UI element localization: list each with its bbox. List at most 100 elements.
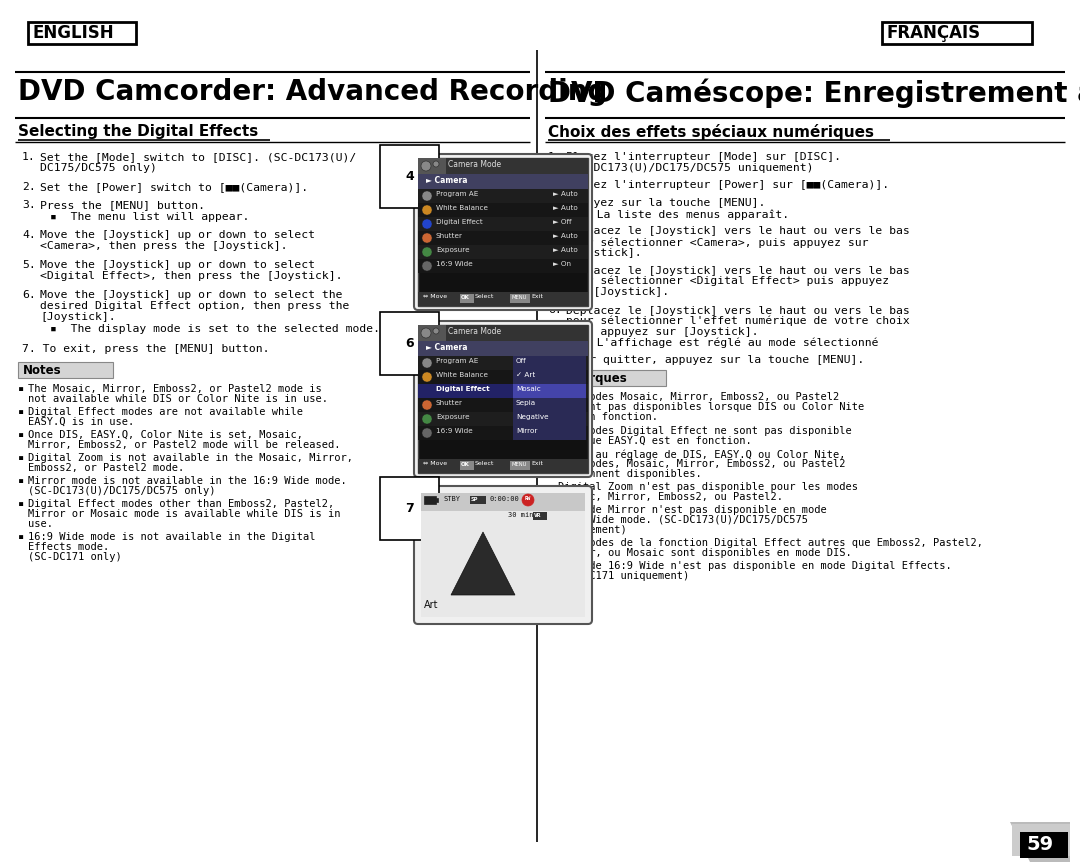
- Bar: [418, 412, 588, 426]
- Text: [Joystick].: [Joystick].: [566, 248, 642, 258]
- Bar: [513, 356, 586, 370]
- Text: The Mosaic, Mirror, Emboss2, or Pastel2 mode is: The Mosaic, Mirror, Emboss2, or Pastel2 …: [28, 384, 322, 394]
- Text: ▪  La liste des menus apparaît.: ▪ La liste des menus apparaît.: [576, 209, 789, 219]
- Text: Select: Select: [475, 461, 495, 466]
- Text: 59: 59: [1026, 835, 1053, 854]
- Text: Exit: Exit: [531, 461, 543, 466]
- Text: sur [Joystick].: sur [Joystick].: [566, 287, 670, 297]
- Text: ► On: ► On: [553, 261, 571, 267]
- Circle shape: [433, 328, 438, 334]
- Text: pour sélectionner <Camera>, puis appuyez sur: pour sélectionner <Camera>, puis appuyez…: [566, 237, 868, 248]
- Text: VR: VR: [534, 513, 541, 518]
- Text: [Joystick].: [Joystick].: [40, 312, 116, 322]
- Text: Mirror mode is not available in the 16:9 Wide mode.: Mirror mode is not available in the 16:9…: [28, 476, 347, 486]
- Text: Once DIS, EASY.Q, Color Nite is set, Mosaic,: Once DIS, EASY.Q, Color Nite is set, Mos…: [28, 430, 303, 440]
- Circle shape: [422, 428, 432, 438]
- Text: EASY.Q is in use.: EASY.Q is in use.: [28, 417, 134, 427]
- Text: Camera Mode: Camera Mode: [448, 327, 501, 336]
- Text: 0:00:00: 0:00:00: [490, 496, 519, 502]
- Text: <Digital Effect>, then press the [Joystick].: <Digital Effect>, then press the [Joysti…: [40, 271, 342, 281]
- Circle shape: [422, 414, 432, 424]
- Text: ▪: ▪: [18, 476, 24, 486]
- Text: 5.: 5.: [548, 265, 562, 275]
- Bar: [418, 384, 513, 398]
- Circle shape: [422, 261, 432, 271]
- Text: Suite au réglage de DIS, EASY.Q ou Color Nite,: Suite au réglage de DIS, EASY.Q ou Color…: [558, 449, 846, 460]
- Text: ▪: ▪: [548, 426, 554, 436]
- Text: ▪: ▪: [18, 430, 24, 440]
- Text: ne sont pas disponibles lorsque DIS ou Color Nite: ne sont pas disponibles lorsque DIS ou C…: [558, 402, 864, 412]
- Bar: [418, 245, 588, 259]
- Bar: [424, 496, 436, 504]
- Text: Sepia: Sepia: [516, 400, 536, 406]
- Circle shape: [422, 247, 432, 257]
- Text: ▪  L'affichage est réglé au mode sélectionné: ▪ L'affichage est réglé au mode sélectio…: [576, 338, 878, 348]
- Text: Placez l'interrupteur [Power] sur [■■(Camera)].: Placez l'interrupteur [Power] sur [■■(Ca…: [566, 180, 889, 190]
- Text: (SC-DC173(U)/DC175/DC575 only): (SC-DC173(U)/DC175/DC575 only): [28, 486, 216, 496]
- Text: Move the [Joystick] up or down to select: Move the [Joystick] up or down to select: [40, 260, 315, 270]
- Text: ▪: ▪: [548, 561, 554, 571]
- Text: 3.: 3.: [548, 198, 562, 208]
- Text: Digital Effect: Digital Effect: [436, 219, 483, 225]
- Text: Digital Effect: Digital Effect: [436, 386, 489, 392]
- Text: Exposure: Exposure: [436, 247, 470, 253]
- Text: 1.: 1.: [548, 152, 562, 162]
- Bar: [513, 370, 586, 384]
- Text: Move the [Joystick] up or down to select the: Move the [Joystick] up or down to select…: [40, 290, 342, 300]
- Text: Digital Effect modes other than Emboss2, Pastel2,: Digital Effect modes other than Emboss2,…: [28, 499, 334, 509]
- Bar: [28, 22, 136, 44]
- Text: DVD Caméscope: Enregistrement avancé: DVD Caméscope: Enregistrement avancé: [548, 78, 1080, 107]
- Text: 30 min: 30 min: [508, 512, 534, 518]
- Bar: [418, 325, 446, 341]
- Text: White Balance: White Balance: [436, 372, 488, 378]
- Text: RW: RW: [525, 496, 531, 501]
- Text: pour sélectionner <Digital Effect> puis appuyez: pour sélectionner <Digital Effect> puis …: [566, 276, 889, 287]
- Text: desired Digital Effect option, then press the: desired Digital Effect option, then pres…: [40, 301, 349, 311]
- Text: ► Auto: ► Auto: [553, 205, 578, 211]
- Text: Mirror, ou Mosaic sont disponibles en mode DIS.: Mirror, ou Mosaic sont disponibles en mo…: [558, 548, 852, 558]
- Text: (SC-DC171 only): (SC-DC171 only): [28, 552, 122, 562]
- Text: Digital Effect modes are not available while: Digital Effect modes are not available w…: [28, 407, 303, 417]
- Text: 6.: 6.: [22, 290, 36, 300]
- Bar: [421, 493, 585, 617]
- Text: MENU: MENU: [511, 295, 527, 300]
- Text: 7: 7: [405, 502, 414, 515]
- Polygon shape: [451, 532, 515, 595]
- Bar: [418, 217, 588, 231]
- Bar: [418, 158, 446, 174]
- Text: (SC-DC173(U)/DC175/DC575 uniquement): (SC-DC173(U)/DC175/DC575 uniquement): [566, 163, 813, 173]
- Text: Art: Art: [424, 600, 438, 610]
- Circle shape: [433, 161, 438, 167]
- Text: Select: Select: [475, 294, 495, 299]
- Text: Program AE: Program AE: [436, 358, 478, 364]
- Text: DC175/DC575 only): DC175/DC575 only): [40, 163, 157, 173]
- Bar: [418, 189, 588, 203]
- Text: OK: OK: [461, 295, 470, 300]
- Text: pour sélectionner l'effet numérique de votre choix: pour sélectionner l'effet numérique de v…: [566, 316, 909, 326]
- Text: Mirror or Mosaic mode is available while DIS is in: Mirror or Mosaic mode is available while…: [28, 509, 340, 519]
- Text: DVD Camcorder: Advanced Recording: DVD Camcorder: Advanced Recording: [18, 78, 607, 106]
- Text: ▪  The menu list will appear.: ▪ The menu list will appear.: [50, 212, 249, 222]
- FancyBboxPatch shape: [414, 486, 592, 624]
- Text: FRANÇAIS: FRANÇAIS: [887, 24, 981, 42]
- Text: ▪: ▪: [548, 482, 554, 492]
- Text: ▪: ▪: [18, 384, 24, 394]
- Circle shape: [422, 205, 432, 215]
- Text: Exit: Exit: [531, 294, 543, 299]
- Text: ▪: ▪: [548, 538, 554, 548]
- Text: 7. Pour quitter, appuyez sur la touche [MENU].: 7. Pour quitter, appuyez sur la touche […: [548, 355, 864, 365]
- Text: Program AE: Program AE: [436, 191, 478, 197]
- Circle shape: [421, 161, 431, 171]
- Text: Déplacez le [Joystick] vers le haut ou vers le bas: Déplacez le [Joystick] vers le haut ou v…: [566, 226, 909, 236]
- Text: ▪: ▪: [18, 499, 24, 509]
- Text: 6.: 6.: [548, 305, 562, 315]
- Text: puis appuyez sur [Joystick].: puis appuyez sur [Joystick].: [566, 327, 758, 337]
- Text: Le mode 16:9 Wide n'est pas disponible en mode Digital Effects.: Le mode 16:9 Wide n'est pas disponible e…: [558, 561, 951, 571]
- Text: Press the [MENU] button.: Press the [MENU] button.: [40, 200, 205, 210]
- Circle shape: [522, 494, 534, 506]
- Circle shape: [422, 358, 432, 368]
- Circle shape: [422, 386, 432, 396]
- Text: 7. To exit, press the [MENU] button.: 7. To exit, press the [MENU] button.: [22, 344, 270, 354]
- Text: 4: 4: [405, 170, 414, 183]
- Circle shape: [422, 400, 432, 410]
